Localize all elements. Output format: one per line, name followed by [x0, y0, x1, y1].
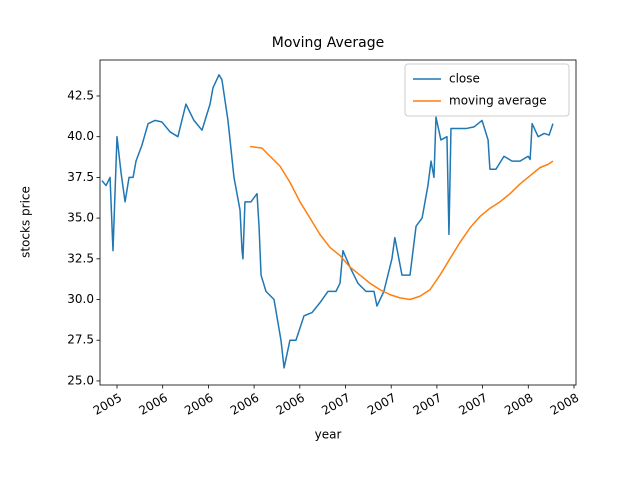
x-tick-label: 2006	[228, 391, 261, 418]
x-tick-label: 2005	[91, 391, 124, 418]
y-tick-label: 40.0	[67, 129, 94, 143]
y-tick-label: 30.0	[67, 292, 94, 306]
y-axis-label: stocks price	[19, 186, 33, 258]
x-axis-label: year	[315, 428, 342, 442]
y-tick-label: 32.5	[67, 251, 94, 265]
line-series	[101, 74, 554, 369]
legend-label: moving average	[449, 94, 547, 108]
x-tick-label: 2007	[319, 391, 352, 418]
x-tick-label: 2006	[182, 391, 215, 418]
legend-box	[404, 63, 570, 117]
line-series	[249, 145, 554, 301]
y-tick-label: 35.0	[67, 211, 94, 225]
x-tick-label: 2007	[456, 391, 489, 418]
chart-title: Moving Average	[272, 35, 385, 51]
legend: close moving average	[404, 63, 570, 117]
x-tick-label: 2007	[365, 391, 398, 418]
plot-frame	[99, 59, 577, 386]
y-tick-label: 37.5	[67, 170, 94, 184]
x-tick-label: 2008	[548, 391, 581, 418]
y-tick-label: 25.0	[67, 373, 94, 387]
x-tick-label: 2007	[411, 391, 444, 418]
x-tick-label: 2006	[274, 391, 307, 418]
y-tick-label: 42.5	[67, 88, 94, 102]
legend-label: close	[449, 72, 480, 86]
x-tick-label: 2008	[502, 391, 535, 418]
y-tick-label: 27.5	[67, 333, 94, 347]
x-tick-label: 2006	[136, 391, 169, 418]
